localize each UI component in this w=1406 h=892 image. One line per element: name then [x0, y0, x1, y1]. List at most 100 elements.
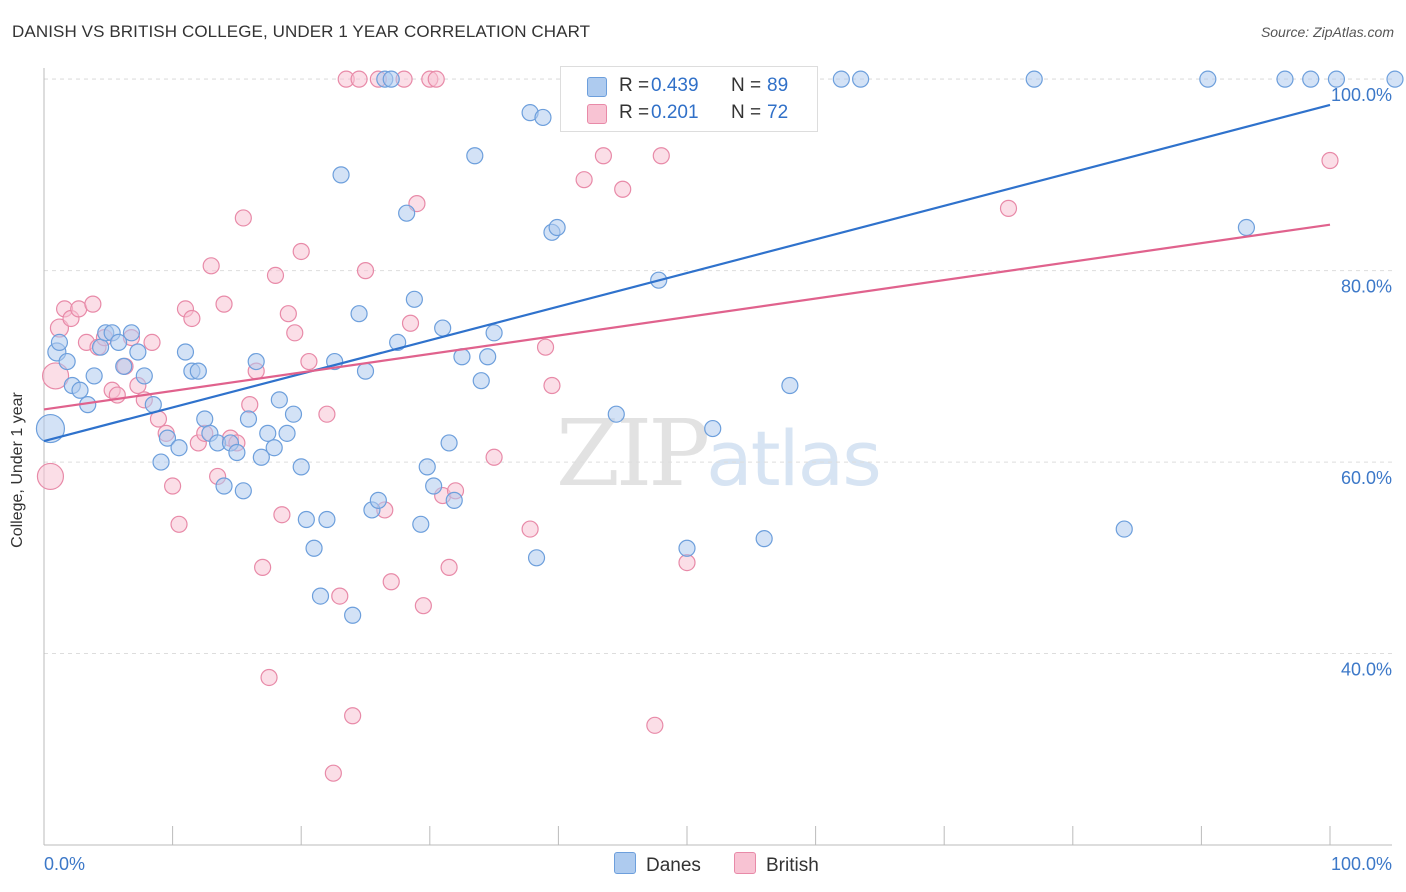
danes-point	[412, 515, 430, 533]
danes-point	[292, 458, 310, 476]
british-point	[344, 707, 362, 725]
british-point	[1321, 151, 1339, 170]
danes-point	[284, 405, 303, 423]
trend-lines	[43, 103, 1331, 443]
danes-point	[252, 448, 270, 466]
danes-point	[405, 290, 423, 308]
danes-point	[344, 606, 362, 624]
british-point	[202, 257, 220, 275]
danes-point	[305, 539, 323, 557]
danes-point	[398, 204, 416, 222]
danes-point	[418, 458, 436, 476]
gridlines	[44, 78, 1392, 655]
british-point	[575, 171, 593, 189]
british-point	[215, 295, 233, 313]
british-point	[260, 668, 278, 687]
british-point	[241, 396, 259, 414]
british-point	[414, 597, 432, 615]
danes-point	[445, 491, 463, 509]
danes-point	[440, 434, 458, 452]
british-point	[170, 515, 188, 533]
british-point	[254, 558, 272, 576]
british-point	[292, 242, 310, 261]
british-r-value: 0.201	[651, 102, 699, 123]
danes-point	[35, 413, 66, 444]
british-point	[300, 352, 318, 371]
british-point	[356, 262, 375, 280]
danes-point	[1115, 520, 1133, 538]
british-point	[164, 477, 182, 495]
y-tick-label: 40.0%	[1341, 660, 1392, 680]
danes-point	[832, 70, 850, 88]
danes-point	[781, 376, 799, 395]
danes-point	[755, 530, 773, 548]
bottom-british-label: British	[766, 855, 819, 876]
stats-legend: R = 0.439 N = 89 R = 0.201 N = 72	[560, 66, 818, 132]
danes-point	[527, 549, 546, 567]
british-point	[266, 266, 285, 284]
y-tick-label: 60.0%	[1341, 468, 1392, 488]
bottom-danes-swatch	[614, 852, 636, 874]
british-point	[234, 209, 252, 227]
danes-point	[1302, 70, 1320, 88]
british-point	[401, 314, 420, 332]
bottom-legend-british: British	[734, 852, 819, 877]
danes-point	[265, 439, 283, 457]
danes-point	[389, 333, 407, 352]
danes-point	[278, 424, 296, 442]
y-tick-label: 100.0%	[1331, 85, 1392, 105]
axes	[43, 68, 1392, 846]
danes-point	[115, 357, 133, 375]
y-tick-label: 80.0%	[1341, 277, 1392, 297]
danes-point	[318, 510, 336, 529]
danes-point	[356, 362, 375, 380]
danes-point	[311, 587, 330, 605]
british-trend-line	[43, 223, 1331, 411]
danes-trend-line	[43, 103, 1331, 443]
chart-title: DANISH VS BRITISH COLLEGE, UNDER 1 YEAR …	[12, 22, 591, 41]
british-point	[324, 764, 342, 782]
danes-point	[239, 410, 258, 428]
danes-point	[58, 352, 76, 371]
danes-point	[332, 166, 350, 184]
danes-point	[434, 319, 452, 337]
danes-point	[109, 333, 128, 352]
danes-point	[135, 367, 153, 385]
british-point	[183, 309, 201, 328]
danes-point	[1237, 218, 1256, 237]
watermark: ZIPatlas	[556, 400, 882, 507]
danes-point	[158, 429, 177, 447]
british-point	[36, 462, 65, 491]
british-point	[485, 448, 503, 466]
danes-point	[259, 424, 277, 442]
british-point	[521, 520, 539, 538]
danes-point	[122, 324, 141, 342]
danes-point	[548, 218, 566, 237]
danes-r-label: R =	[619, 75, 650, 96]
british-n-value: 72	[767, 102, 789, 123]
danes-point	[1327, 70, 1346, 88]
danes-point	[678, 539, 696, 557]
danes-swatch	[587, 77, 607, 97]
danes-point	[176, 343, 195, 361]
danes-n-label: N =	[731, 75, 762, 96]
danes-point	[50, 333, 69, 352]
british-point	[614, 180, 632, 198]
danes-point	[607, 405, 625, 423]
danes-point	[466, 147, 484, 165]
bottom-danes-label: Danes	[646, 855, 701, 876]
british-point	[273, 506, 291, 524]
british-point	[318, 405, 336, 423]
british-point	[350, 70, 368, 88]
bottom-british-swatch	[734, 852, 756, 874]
danes-point	[472, 372, 490, 390]
danes-point	[297, 510, 315, 529]
danes-point	[485, 324, 503, 342]
british-points	[36, 70, 1339, 782]
danes-point	[270, 391, 288, 409]
danes-point	[129, 343, 147, 361]
british-r-label: R =	[619, 102, 650, 123]
danes-point	[196, 410, 214, 428]
british-point	[594, 147, 613, 165]
danes-point	[1276, 70, 1294, 88]
